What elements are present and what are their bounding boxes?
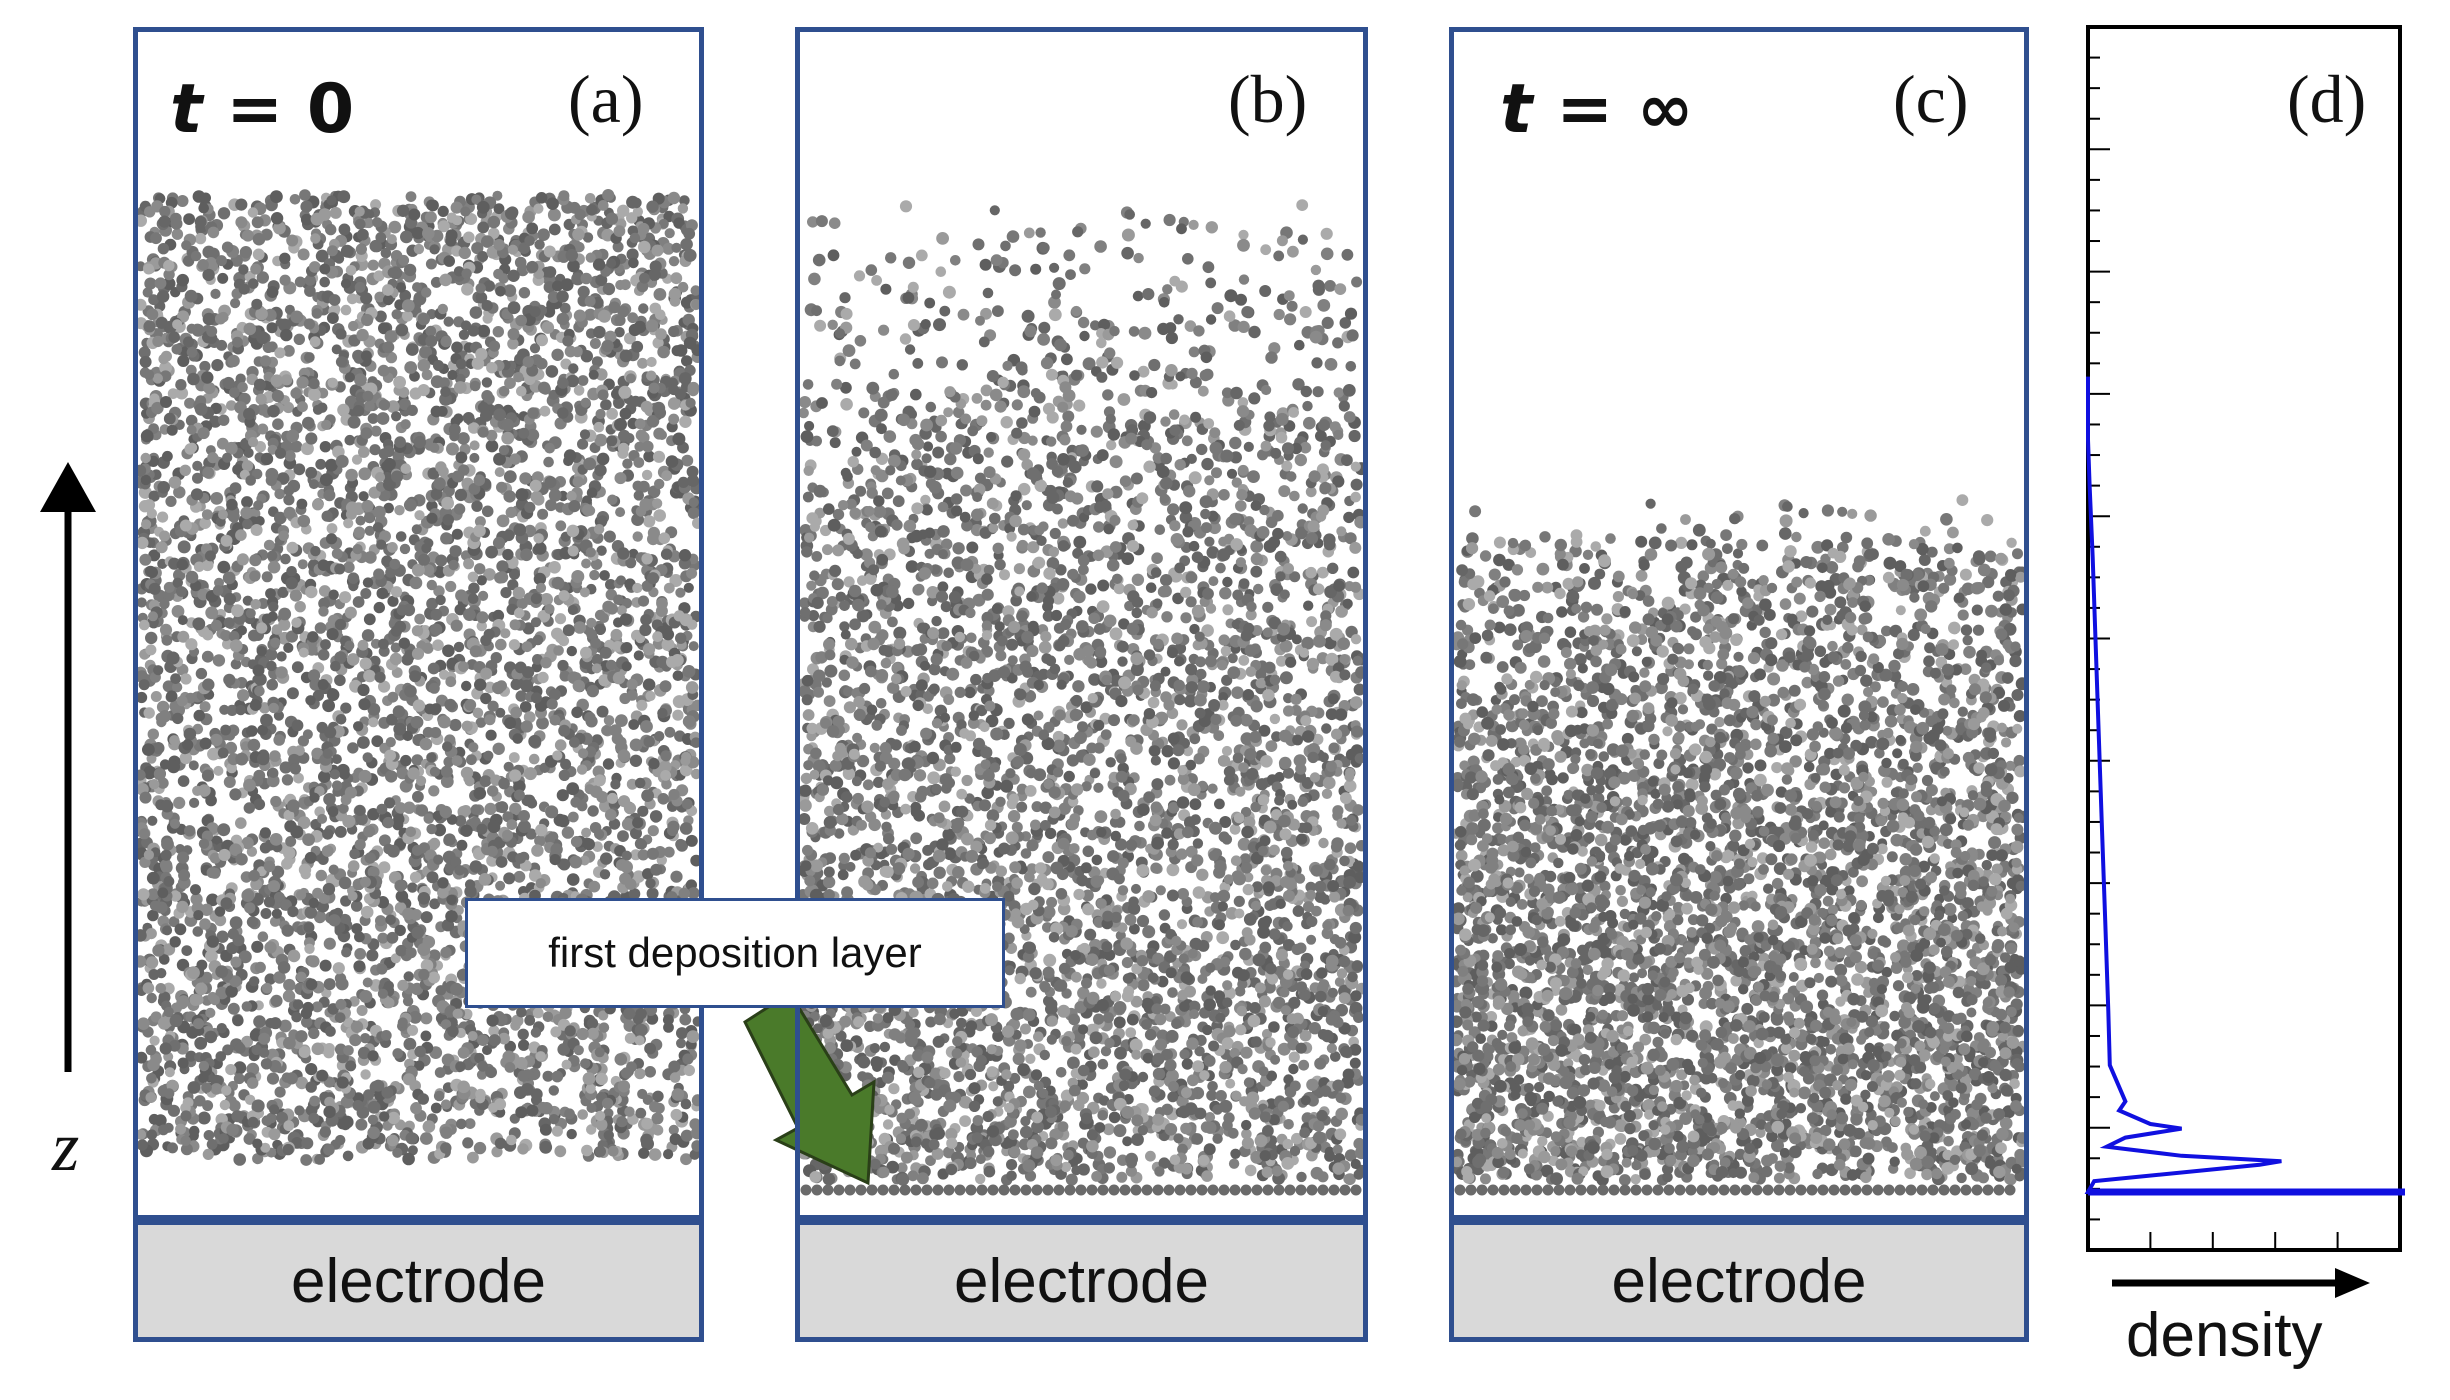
particle [503,761,514,772]
particle [519,701,532,713]
particle [476,575,487,586]
particle [168,916,180,928]
particle [407,882,418,893]
particle [136,691,148,704]
panel-a-particles [133,189,704,1166]
particle [591,356,603,368]
particle [599,570,610,581]
particle [301,1016,313,1028]
particle [615,507,626,518]
particle [515,690,527,702]
particle [481,505,494,518]
particle [428,837,441,850]
particle [194,232,207,245]
particle [483,750,494,761]
particle [222,1044,234,1056]
particle [653,509,666,522]
particle [399,543,411,555]
particle [273,710,284,721]
particle [346,293,358,305]
particle [464,1118,476,1129]
particle [537,228,550,241]
particle [242,595,253,606]
particle [681,355,693,367]
particle [503,470,517,483]
particle [529,343,541,354]
particle [281,774,294,786]
particle [354,948,367,960]
particle [577,375,589,386]
particle [485,439,499,453]
particle [561,826,575,839]
particle [290,440,303,453]
particle [294,1105,305,1116]
particle [369,444,381,456]
particle [405,191,417,203]
particle [606,407,618,420]
particle [523,711,536,724]
particle [548,223,561,236]
particle [177,354,190,367]
particle [175,386,189,400]
particle [637,357,648,369]
particle [321,988,332,999]
particle [433,585,445,597]
particle [173,486,186,499]
particle [491,1146,503,1158]
particle [344,434,356,446]
particle [483,568,496,581]
particle [492,609,505,622]
particle [581,558,592,569]
particle [378,680,391,693]
particle [189,797,200,809]
particle [210,288,221,299]
particle [614,327,625,338]
particle [199,701,211,713]
particle [638,303,649,314]
particle [138,485,152,499]
particle [428,785,440,797]
particle [543,456,554,468]
particle [192,926,204,937]
particle [253,1015,266,1028]
particle [235,817,247,829]
particle [148,490,160,502]
particle [469,440,480,451]
particle [395,531,407,542]
particle [534,239,545,250]
particle [473,1141,487,1155]
particle [363,613,376,626]
particle [603,1108,614,1119]
particle [412,790,424,803]
particle [605,579,617,591]
particle [584,308,597,321]
particle [193,709,206,722]
particle [383,502,395,514]
particle [672,709,684,721]
particle [437,205,449,217]
particle [388,220,402,234]
particle [630,827,642,840]
particle [646,887,659,900]
particle [663,1022,674,1033]
particle [566,645,577,657]
particle [547,208,561,222]
particle [360,588,372,599]
particle [626,248,639,261]
